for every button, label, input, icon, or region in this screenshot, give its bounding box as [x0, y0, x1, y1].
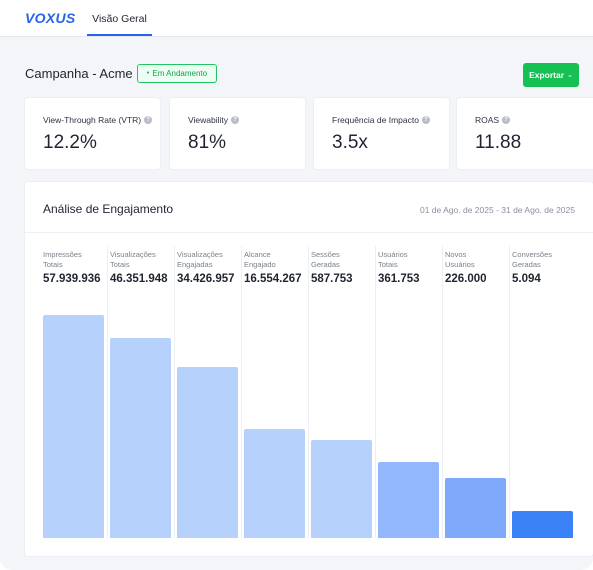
column-separator	[442, 246, 443, 538]
category-label-line: Engajado	[244, 259, 276, 269]
info-icon[interactable]: ?	[144, 116, 153, 124]
funnel-bar[interactable]	[445, 478, 506, 538]
category-label-line: Totais	[43, 259, 63, 269]
info-icon[interactable]: ?	[502, 116, 511, 124]
metric-card-roas: ROAS ? 11.88	[457, 98, 593, 169]
metric-card-frequencia: Frequência de Impacto ? 3.5x	[314, 98, 449, 169]
funnel-bar[interactable]	[311, 440, 372, 538]
metric-label-row: ROAS ?	[475, 115, 511, 125]
info-icon[interactable]: ?	[421, 116, 430, 124]
category-value: 16.554.267	[244, 273, 302, 285]
category-label-line: Sessões	[311, 250, 340, 259]
category-label-line: Totais	[378, 259, 398, 269]
metric-value: 3.5x	[332, 132, 368, 153]
category-value: 57.939.936	[43, 273, 101, 285]
metric-label-row: Frequência de Impacto ?	[332, 115, 430, 125]
funnel-bar[interactable]	[177, 367, 238, 538]
funnel-bar[interactable]	[378, 462, 439, 538]
category-label-line: Visualizações	[110, 250, 156, 259]
category-value: 5.094	[512, 273, 541, 285]
chevron-down-icon: ⌄	[567, 72, 573, 79]
category-label-line: Conversões	[512, 250, 553, 259]
category-label: Novos Usuários	[445, 250, 505, 269]
category-value: 226.000	[445, 273, 487, 285]
column-separator	[509, 246, 510, 538]
funnel-bar[interactable]	[43, 315, 104, 538]
engagement-panel: Análise de Engajamento 01 de Ago. de 202…	[25, 182, 593, 556]
category-label: Visualizações Engajadas	[177, 250, 237, 269]
category-label-line: Visualizações	[177, 250, 223, 259]
column-separator	[375, 246, 376, 538]
category-label: Sessões Geradas	[311, 250, 371, 269]
category-label-line: Usuários	[445, 259, 475, 269]
category-value: 587.753	[311, 273, 353, 285]
category-label-line: Impressões	[43, 250, 82, 259]
date-range[interactable]: 01 de Ago. de 2025 - 31 de Ago. de 2025	[419, 205, 575, 215]
category-label-line: Geradas	[512, 259, 541, 269]
category-label: Visualizações Totais	[110, 250, 170, 269]
category-value: 361.753	[378, 273, 420, 285]
export-button-label: Exportar	[529, 70, 565, 80]
category-label: Conversões Geradas	[512, 250, 572, 269]
category-label-line: Engajadas	[177, 259, 213, 269]
metric-value: 81%	[188, 132, 227, 153]
column-separator	[308, 246, 309, 538]
category-label-line: Geradas	[311, 259, 340, 269]
category-label: Alcance Engajado	[244, 250, 304, 269]
active-tab-indicator	[87, 34, 152, 36]
column-separator	[241, 246, 242, 538]
category-value: 34.426.957	[177, 273, 235, 285]
metric-label: ROAS	[475, 115, 500, 125]
campaign-title: Campanha - Acme	[25, 66, 133, 81]
category-label-line: Totais	[110, 259, 130, 269]
funnel-bar[interactable]	[512, 511, 573, 538]
panel-title: Análise de Engajamento	[43, 202, 174, 216]
export-button[interactable]: Exportar ⌄	[523, 63, 579, 87]
status-dot-icon: •	[146, 70, 150, 77]
info-icon[interactable]: ?	[231, 116, 240, 124]
metric-value: 12.2%	[43, 132, 97, 153]
metric-label-row: View-Through Rate (VTR) ?	[43, 115, 153, 125]
metric-label: Frequência de Impacto	[332, 115, 419, 125]
column-separator	[107, 246, 108, 538]
top-navigation: VOXUS Visão Geral	[0, 0, 593, 37]
funnel-bar[interactable]	[244, 429, 305, 538]
funnel-bar[interactable]	[110, 338, 171, 538]
tab-visao-geral[interactable]: Visão Geral	[92, 12, 147, 25]
metric-card-viewability: Viewability ? 81%	[170, 98, 305, 169]
category-label-line: Usuários	[378, 250, 408, 259]
category-label-line: Novos	[445, 250, 467, 259]
metric-label: View-Through Rate (VTR)	[43, 115, 142, 125]
category-label: Usuários Totais	[378, 250, 438, 269]
metric-label-row: Viewability ?	[188, 115, 240, 125]
status-badge-label: Em Andamento	[152, 69, 208, 78]
category-value: 46.351.948	[110, 273, 168, 285]
voxus-logo: VOXUS	[25, 10, 76, 26]
metric-card-vtr: View-Through Rate (VTR) ? 12.2%	[25, 98, 160, 169]
category-label: Impressões Totais	[43, 250, 103, 269]
column-separator	[174, 246, 175, 538]
status-badge: • Em Andamento	[137, 64, 217, 83]
metric-label: Viewability	[188, 115, 229, 125]
category-label-line: Alcance	[244, 250, 271, 259]
metric-value: 11.88	[475, 132, 522, 153]
panel-divider	[25, 232, 593, 233]
